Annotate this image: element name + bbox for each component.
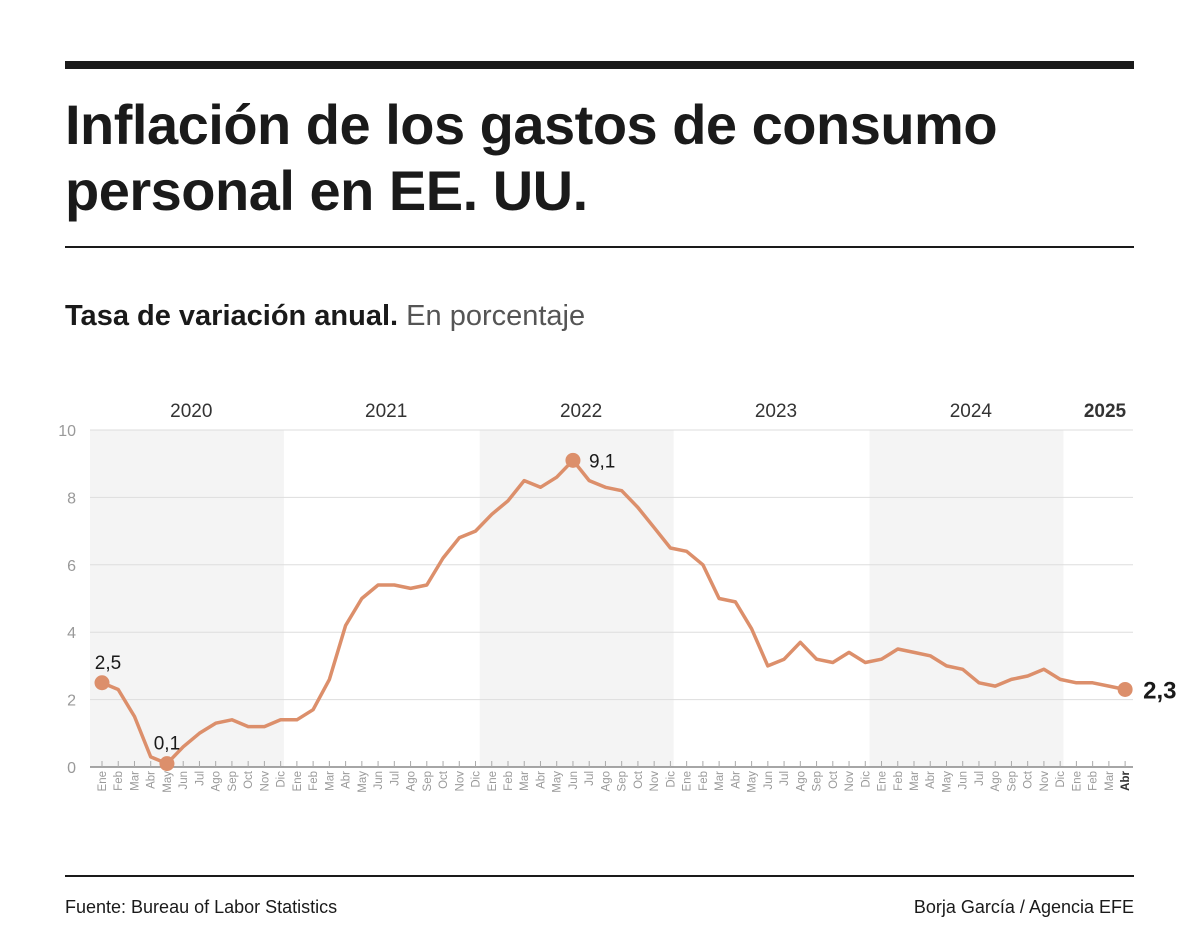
year-label: 2020 — [170, 401, 212, 422]
month-label: Jul — [194, 771, 206, 786]
data-label: 0,1 — [154, 734, 180, 755]
y-tick-label: 10 — [58, 423, 76, 440]
month-label: Oct — [438, 770, 450, 789]
month-label: May — [941, 771, 953, 793]
month-label: Mar — [714, 771, 726, 791]
month-label: Abr — [341, 771, 353, 789]
month-label: Abr — [1120, 770, 1132, 790]
y-tick-label: 4 — [67, 625, 76, 642]
month-label: Abr — [730, 771, 742, 789]
month-label: Feb — [308, 771, 320, 791]
year-band-2024 — [869, 430, 1064, 767]
month-label: Nov — [259, 771, 271, 792]
month-label: May — [747, 771, 759, 793]
year-label: 2024 — [950, 401, 993, 422]
highlight-point — [159, 756, 175, 772]
year-label: 2021 — [365, 401, 407, 422]
month-label: Feb — [1088, 771, 1100, 791]
month-label: Dic — [276, 771, 288, 788]
subtitle: Tasa de variación anual. En porcentaje — [65, 300, 585, 333]
y-tick-label: 6 — [67, 558, 76, 575]
month-label: Dic — [1055, 771, 1067, 788]
y-tick-label: 0 — [67, 760, 76, 777]
month-label: Sep — [1006, 771, 1018, 791]
month-label: Dic — [665, 771, 677, 788]
data-label: 9,1 — [589, 451, 615, 472]
month-label: Jul — [974, 771, 986, 786]
month-label: Feb — [698, 771, 710, 791]
month-label: Ago — [600, 771, 612, 791]
month-label: Jul — [779, 771, 791, 786]
year-band-2020 — [89, 430, 284, 767]
source-note: Fuente: Bureau of Labor Statistics — [65, 897, 338, 917]
month-label: Mar — [519, 771, 531, 791]
highlight-point — [565, 452, 581, 468]
month-label: Jul — [584, 771, 596, 786]
month-label: Nov — [1039, 771, 1051, 792]
year-label: 2022 — [560, 401, 602, 422]
month-label: May — [552, 771, 564, 793]
month-label: Ene — [877, 771, 889, 791]
month-label: Ene — [487, 771, 499, 791]
month-label: May — [357, 771, 369, 793]
subtitle-unit: En porcentaje — [406, 300, 586, 332]
year-label: 2023 — [755, 401, 797, 422]
month-label: Ago — [990, 771, 1002, 791]
month-label: Oct — [1023, 770, 1035, 789]
month-label: Oct — [243, 770, 255, 789]
year-label: 2025 — [1084, 401, 1127, 422]
month-label: Jun — [568, 771, 580, 790]
month-label: Jun — [178, 771, 190, 790]
credit-note: Borja García / Agencia EFE — [913, 897, 1134, 917]
highlight-point — [94, 675, 110, 691]
month-label: Ene — [682, 771, 694, 791]
month-label: Nov — [454, 771, 466, 792]
month-label: Feb — [503, 771, 515, 791]
month-label: Oct — [828, 770, 840, 789]
month-label: Sep — [812, 771, 824, 791]
y-tick-label: 8 — [67, 490, 76, 507]
month-label: Abr — [535, 771, 547, 789]
footer-divider — [65, 875, 1134, 877]
y-tick-label: 2 — [67, 693, 76, 710]
month-label: Mar — [1104, 771, 1116, 791]
month-label: Jun — [763, 771, 775, 790]
month-label: Mar — [909, 771, 921, 791]
top-bar — [65, 61, 1134, 69]
month-label: Ago — [406, 771, 418, 791]
title-divider — [65, 246, 1134, 248]
month-label: Jul — [389, 771, 401, 786]
month-label: Jun — [958, 771, 970, 790]
month-label: Sep — [422, 771, 434, 791]
subtitle-bold: Tasa de variación anual. — [65, 300, 399, 332]
chart-title: Inflación de los gastos de consumo perso… — [65, 93, 998, 222]
month-label: Mar — [324, 771, 336, 791]
data-label: 2,3 — [1143, 677, 1176, 704]
month-label: Feb — [113, 771, 125, 791]
month-label: Sep — [227, 771, 239, 791]
month-label: Ago — [795, 771, 807, 791]
year-band-2022 — [479, 430, 674, 767]
month-label: Oct — [633, 770, 645, 789]
month-label: Ago — [211, 771, 223, 791]
month-label: Sep — [617, 771, 629, 791]
month-label: Nov — [844, 771, 856, 792]
month-label: Abr — [925, 771, 937, 789]
month-label: Nov — [649, 771, 661, 792]
data-label: 2,5 — [95, 653, 121, 674]
month-label: Dic — [471, 771, 483, 788]
month-label: Feb — [893, 771, 905, 791]
month-label: May — [162, 771, 174, 793]
month-label: Abr — [146, 771, 158, 789]
month-label: Mar — [129, 771, 141, 791]
month-label: Ene — [1071, 771, 1083, 791]
month-label: Ene — [97, 771, 109, 791]
highlight-point — [1117, 681, 1133, 697]
series-line — [101, 458, 1126, 766]
month-label: Ene — [292, 771, 304, 791]
month-label: Jun — [373, 771, 385, 790]
month-label: Dic — [860, 771, 872, 788]
